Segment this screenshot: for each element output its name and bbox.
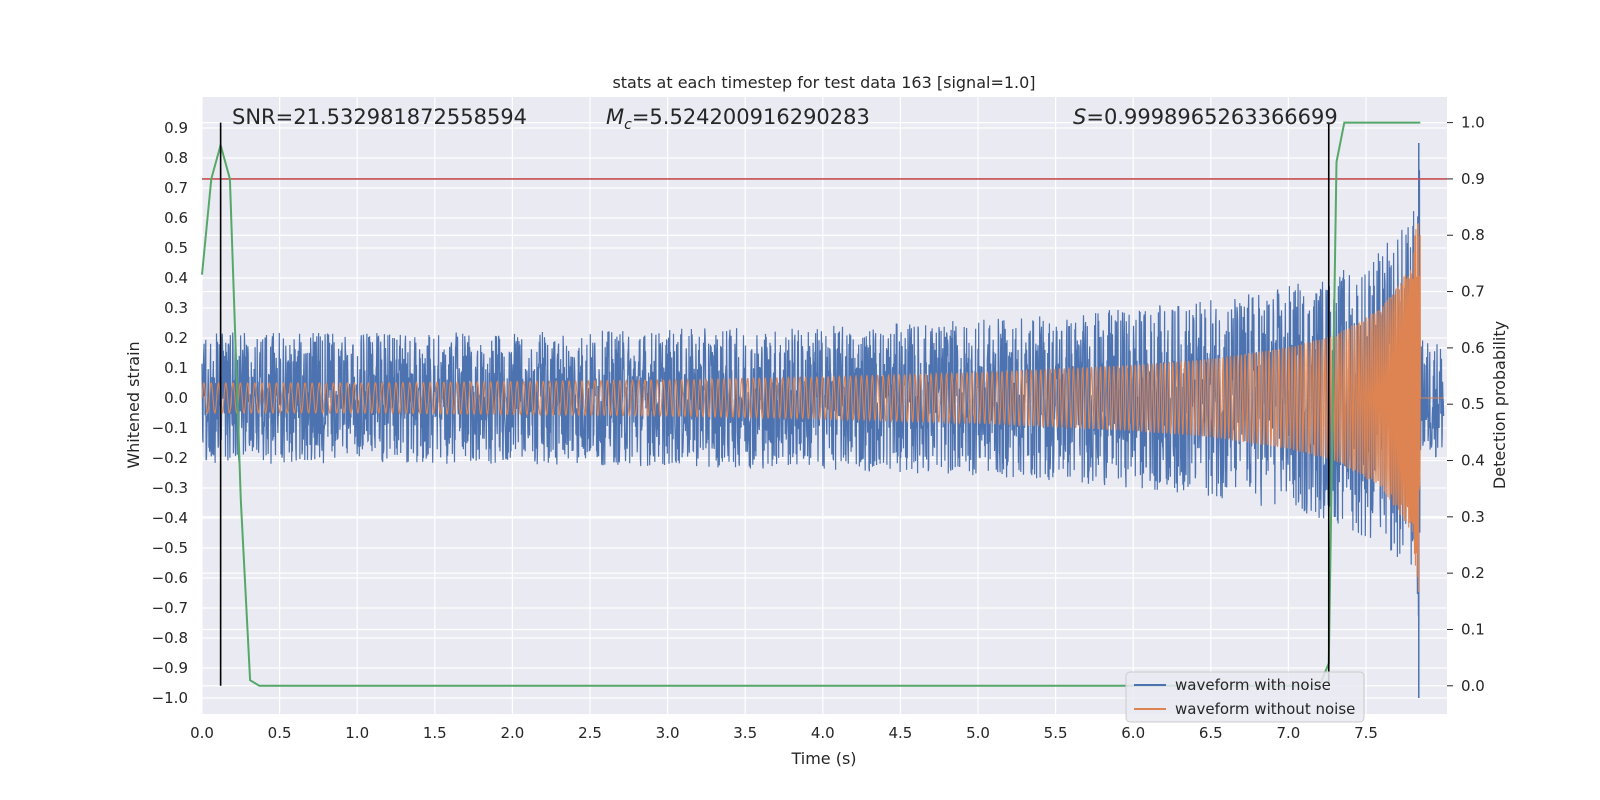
y-left-tick-label: −0.6 xyxy=(152,569,188,587)
score-value: =0.9998965263366699 xyxy=(1086,105,1337,129)
score-annotation: S=0.9998965263366699 xyxy=(1073,105,1338,129)
y-right-tick-label: 1.0 xyxy=(1461,114,1485,132)
y-left-tick-label: 0.0 xyxy=(164,389,188,407)
y-right-tick-label: 0.8 xyxy=(1461,226,1485,244)
x-tick-label: 3.0 xyxy=(656,724,680,742)
x-axis-label: Time (s) xyxy=(790,749,856,768)
chirp-mass-subscript: c xyxy=(624,117,632,133)
y-right-tick-label: 0.5 xyxy=(1461,395,1485,413)
legend: waveform with noise waveform without noi… xyxy=(1125,671,1365,723)
score-symbol: S xyxy=(1073,105,1086,129)
y-left-tick-label: −0.2 xyxy=(152,449,188,467)
y-left-tick-label: 0.4 xyxy=(164,269,188,287)
y-left-tick-label: −0.7 xyxy=(152,599,188,617)
chirp-mass-value: =5.524200916290283 xyxy=(632,105,870,129)
y-right-tick-label: 0.0 xyxy=(1461,677,1485,695)
y-left-tick-label: 0.7 xyxy=(164,179,188,197)
x-tick-label: 7.0 xyxy=(1276,724,1300,742)
y-left-tick-label: 0.8 xyxy=(164,149,188,167)
y-left-tick-label: −0.3 xyxy=(152,479,188,497)
x-tick-label: 1.5 xyxy=(423,724,447,742)
y-left-tick-label: −0.1 xyxy=(152,419,188,437)
y-left-tick-label: 0.6 xyxy=(164,209,188,227)
x-tick-label: 2.5 xyxy=(578,724,602,742)
tick-labels: 0.0 0.5 1.0 1.5 2.0 2.5 3.0 3.5 4.0 4.5 5.0 5.5 6.0 6… xyxy=(152,114,1485,742)
y-left-tick-label: 0.9 xyxy=(164,119,188,137)
y-left-tick-label: 0.5 xyxy=(164,239,188,257)
y-left-tick-label: −0.4 xyxy=(152,509,188,527)
y-left-tick-label: 0.2 xyxy=(164,329,188,347)
chirp-mass-annotation: Mc=5.524200916290283 xyxy=(606,105,870,133)
x-tick-label: 2.0 xyxy=(500,724,524,742)
x-tick-label: 3.5 xyxy=(733,724,757,742)
vertical-markers xyxy=(219,122,1330,686)
series-waveform-with-noise xyxy=(201,170,1445,616)
legend-label-clean: waveform without noise xyxy=(1175,700,1355,718)
x-tick-label: 0.0 xyxy=(190,724,214,742)
x-tick-label: 4.0 xyxy=(811,724,835,742)
y-right-tick-label: 0.9 xyxy=(1461,170,1485,188)
x-tick-label: 7.5 xyxy=(1354,724,1378,742)
y-right-tick-label: 0.4 xyxy=(1461,452,1485,470)
x-tick-label: 5.0 xyxy=(966,724,990,742)
y-right-tick-label: 0.7 xyxy=(1461,283,1485,301)
series-waveform-without-noise xyxy=(201,223,1444,592)
chirp-mass-symbol: M xyxy=(606,105,624,129)
y-right-tick-label: 0.2 xyxy=(1461,564,1485,582)
y-left-tick-label: 0.3 xyxy=(164,299,188,317)
y-right-tick-label: 0.6 xyxy=(1461,339,1485,357)
series-detection-probability xyxy=(201,121,1421,687)
x-tick-label: 6.0 xyxy=(1121,724,1145,742)
x-tick-label: 0.5 xyxy=(268,724,292,742)
y-axis-left-label: Whitened strain xyxy=(124,341,143,468)
y-left-tick-label: −1.0 xyxy=(152,689,188,707)
y-left-tick-label: −0.5 xyxy=(152,539,188,557)
snr-annotation: SNR=21.532981872558594 xyxy=(232,105,527,129)
chart-title: stats at each timestep for test data 163… xyxy=(612,73,1035,92)
y-axis-right-label: Detection probability xyxy=(1490,321,1509,489)
x-tick-label: 5.5 xyxy=(1044,724,1068,742)
x-tick-label: 1.0 xyxy=(345,724,369,742)
x-tick-label: 4.5 xyxy=(888,724,912,742)
y-right-tick-label: 0.3 xyxy=(1461,508,1485,526)
y-left-tick-label: 0.1 xyxy=(164,359,188,377)
y-left-tick-label: −0.9 xyxy=(152,659,188,677)
legend-label-noise: waveform with noise xyxy=(1175,676,1331,694)
x-tick-label: 6.5 xyxy=(1199,724,1223,742)
series-layer xyxy=(201,121,1447,698)
legend-box xyxy=(1125,671,1365,723)
y-left-tick-label: −0.8 xyxy=(152,629,188,647)
y-right-tick-label: 0.1 xyxy=(1461,620,1485,638)
